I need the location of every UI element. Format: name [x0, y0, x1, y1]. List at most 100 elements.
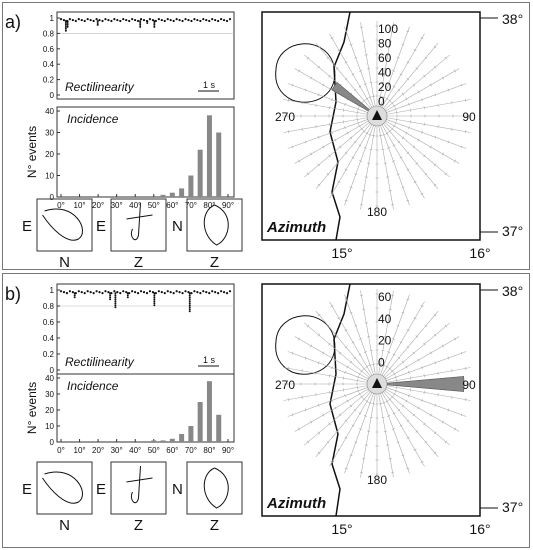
rose-tick [354, 56, 358, 59]
rect-dot [136, 19, 140, 23]
rose-tick [391, 338, 395, 340]
rose-tick [441, 76, 444, 80]
rose-tick [349, 311, 353, 314]
lat-label-north: 38° [502, 11, 523, 27]
lon-label-east: 16° [469, 245, 490, 261]
rose-tick [322, 351, 325, 355]
rose-spoke [385, 120, 460, 164]
incidence-bar [188, 426, 194, 442]
rect-dot [125, 291, 128, 294]
rose-tick [434, 361, 437, 365]
rose-tick [330, 460, 334, 463]
rose-tick [358, 412, 362, 415]
rose-tick [328, 154, 331, 158]
rose-tick [388, 367, 392, 370]
rose-tick [415, 430, 419, 433]
incidence-bar [216, 132, 222, 197]
rose-tick [423, 374, 425, 378]
rose-tick [304, 408, 307, 412]
inc-xtick: 90° [222, 446, 234, 455]
rose-tick [429, 413, 432, 417]
rose-tick [391, 160, 395, 162]
rose-spoke [386, 99, 471, 115]
rose-tick [317, 403, 320, 407]
rose-tick [346, 131, 349, 135]
rose-tick [360, 395, 363, 399]
rect-dot [104, 18, 107, 21]
rose-tick [353, 356, 357, 360]
rect-dip-dot [114, 302, 117, 305]
rect-dot [178, 18, 181, 22]
rect-dot [222, 291, 226, 294]
rect-dip-dot [146, 20, 149, 23]
rose-tick [301, 101, 303, 105]
rose-tick [339, 413, 342, 417]
rose-tick [391, 472, 395, 474]
rect-dot [92, 19, 95, 23]
hodogram-2: EZ [96, 461, 167, 534]
rose-tick [344, 78, 348, 81]
rose-ring-label: 80 [378, 37, 392, 51]
rose-tick [291, 145, 294, 149]
rect-dot [225, 19, 229, 23]
rose-tick [408, 370, 410, 374]
rect-dot [154, 292, 157, 295]
rose-tick [315, 393, 317, 397]
rose-tick [298, 159, 301, 163]
rose-tick [359, 294, 363, 296]
rect-dot [181, 19, 184, 23]
coastline [329, 283, 351, 517]
rect-dot [202, 290, 205, 293]
rect-dot [119, 292, 122, 295]
rose-tick [369, 416, 373, 419]
rose-tick [423, 106, 425, 110]
rose-spoke [315, 391, 371, 457]
rose-tick [381, 81, 385, 84]
rose-tick [394, 107, 397, 111]
rect-dot [163, 292, 166, 295]
rose-tick [433, 45, 437, 49]
rose-tick [306, 440, 310, 444]
rose-tick [423, 342, 426, 346]
rect-dot [74, 19, 77, 23]
rect-dot [228, 290, 232, 293]
rose-spoke [304, 322, 370, 378]
rose-tick [359, 338, 363, 340]
rose-tick [396, 441, 400, 444]
rose-tick [421, 98, 423, 102]
rose-tick [413, 317, 417, 320]
rect-dot [98, 291, 101, 294]
rect-dip-dot [114, 296, 117, 299]
inc-ytick: 20 [45, 406, 54, 415]
rect-dot [86, 18, 89, 21]
rose-tick [383, 162, 387, 164]
rose-tick [388, 130, 392, 133]
rose-tick [362, 367, 366, 370]
rose-tick [396, 385, 398, 390]
rose-tick [335, 162, 339, 165]
rose-tick [344, 30, 348, 33]
rose-tick [365, 132, 369, 135]
rose-tick [423, 122, 425, 126]
rose-tick [381, 416, 385, 419]
rose-tick [304, 88, 307, 92]
rose-tick [447, 88, 450, 92]
rect-dip-dot [188, 310, 191, 313]
rose-spoke [344, 125, 374, 206]
rect-dot [128, 19, 131, 23]
rose-tick [363, 415, 367, 417]
rect-dot [145, 292, 149, 295]
rose-tick [405, 131, 408, 135]
rect-dip-dot [109, 294, 112, 297]
rose-tick [401, 360, 405, 364]
rect-dip-dot [188, 302, 191, 305]
rect-ytick: 1 [50, 14, 55, 23]
rose-dir-east: 90 [462, 378, 476, 392]
rose-tick [344, 199, 348, 202]
rect-dip-dot [188, 294, 191, 297]
inc-xtick: 40° [129, 201, 141, 210]
rect-dip-dot [153, 20, 156, 23]
hodogram-frame [186, 461, 243, 515]
hodogram-trace [126, 202, 153, 241]
rose-tick [444, 324, 448, 328]
